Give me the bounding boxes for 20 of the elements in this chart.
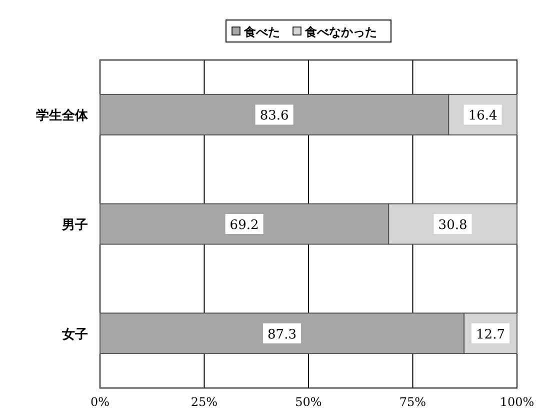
bar — [100, 94, 450, 136]
bar — [100, 203, 390, 245]
y-tick-label: 学生全体 — [36, 108, 89, 124]
data-label: 69.2 — [230, 218, 259, 233]
食べなかった: 16.4 30.8 12.7 — [388, 94, 518, 354]
x-tick-label: 75% — [399, 395, 426, 409]
x-tick-label: 100% — [500, 395, 534, 409]
data-label: 83.6 — [260, 108, 289, 124]
y-tick-label: 女子 — [61, 327, 88, 342]
legend-label: 食べなかった — [304, 25, 377, 39]
data-label: 30.8 — [438, 218, 468, 233]
y-tick-label: 男子 — [61, 218, 88, 233]
data-label: 87.3 — [268, 327, 296, 342]
bar — [100, 312, 465, 354]
x-tick-label: 25% — [190, 395, 218, 409]
data-label: 12.7 — [476, 327, 505, 342]
x-tick-label: 50% — [295, 395, 322, 409]
data-label: 16.4 — [468, 108, 498, 124]
x-tick-label: 0% — [90, 395, 110, 409]
legend-label: 食べた — [243, 25, 280, 39]
